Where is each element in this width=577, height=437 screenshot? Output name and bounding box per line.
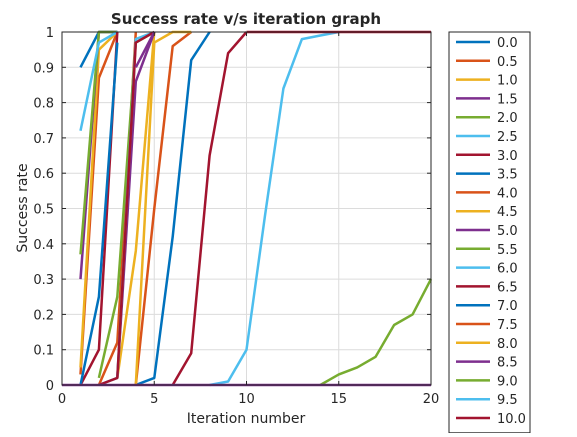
y-tick-label: 1 (46, 26, 54, 41)
legend-label: 8.5 (497, 356, 518, 371)
legend-label: 2.0 (497, 111, 518, 126)
legend-label: 10.0 (497, 412, 526, 427)
series-line-5 (79, 30, 118, 132)
y-tick-label: 0 (46, 379, 54, 394)
legend: 0.0 0.5 1.0 1.5 2.0 2.5 3.0 3.5 4.0 4.5 5.0 5.5 6.0 6… (448, 31, 531, 434)
legend-label: 7.5 (497, 318, 518, 333)
legend-label: 6.5 (497, 280, 518, 295)
y-tick-label: 0.1 (33, 344, 54, 359)
chart-title: Success rate v/s iteration graph (111, 10, 381, 28)
series-line-17 (134, 31, 156, 68)
series-line-14 (135, 31, 211, 387)
y-tick-label: 0.5 (33, 203, 54, 218)
legend-label: 4.5 (497, 205, 518, 220)
series-line-19 (209, 30, 340, 387)
y-tick-label: 0.8 (33, 97, 54, 112)
series-line-7 (79, 42, 119, 386)
x-tick-label: 20 (423, 392, 440, 407)
y-tick-label: 0.2 (33, 308, 54, 323)
legend-label: 7.0 (497, 299, 518, 314)
legend-label: 8.0 (497, 337, 518, 352)
legend-label: 9.5 (497, 393, 518, 408)
y-tick-label: 0.3 (33, 273, 54, 288)
y-tick-label: 0.7 (33, 132, 54, 147)
y-tick-label: 0.4 (33, 238, 54, 253)
y-axis-label: Success rate (15, 163, 31, 252)
legend-label: 4.0 (497, 186, 518, 201)
legend-label: 1.5 (497, 92, 518, 107)
x-tick-label: 15 (330, 392, 347, 407)
series-line-2 (79, 31, 119, 368)
series-line-15 (134, 31, 192, 386)
legend-label: 2.5 (497, 130, 518, 145)
y-tick-label: 0.6 (33, 167, 54, 182)
legend-label: 5.0 (497, 224, 518, 239)
series-line-18 (319, 278, 433, 387)
legend-label: 0.5 (497, 55, 518, 70)
legend-label: 6.0 (497, 262, 518, 277)
series-line-13 (98, 30, 155, 387)
x-axis-label: Iteration number (187, 411, 306, 427)
legend-label: 9.0 (497, 374, 518, 389)
y-tick-label: 0.9 (33, 61, 54, 76)
series-line-20 (171, 31, 248, 386)
x-tick-label: 0 (58, 392, 66, 407)
legend-box (448, 31, 531, 434)
legend-label: 3.0 (497, 149, 518, 164)
legend-label: 3.5 (497, 168, 518, 183)
x-tick-label: 5 (150, 392, 158, 407)
axis-ticks: 0 5 10 15 20 0 0.1 0.2 0.3 0.4 0.5 0.6 0.7 0.8 0.9 1 (33, 26, 439, 407)
legend-label: 0.0 (497, 36, 518, 51)
series-line-9 (116, 31, 156, 379)
legend-label: 1.0 (497, 74, 518, 89)
x-tick-label: 10 (238, 392, 255, 407)
legend-label: 5.5 (497, 243, 518, 258)
